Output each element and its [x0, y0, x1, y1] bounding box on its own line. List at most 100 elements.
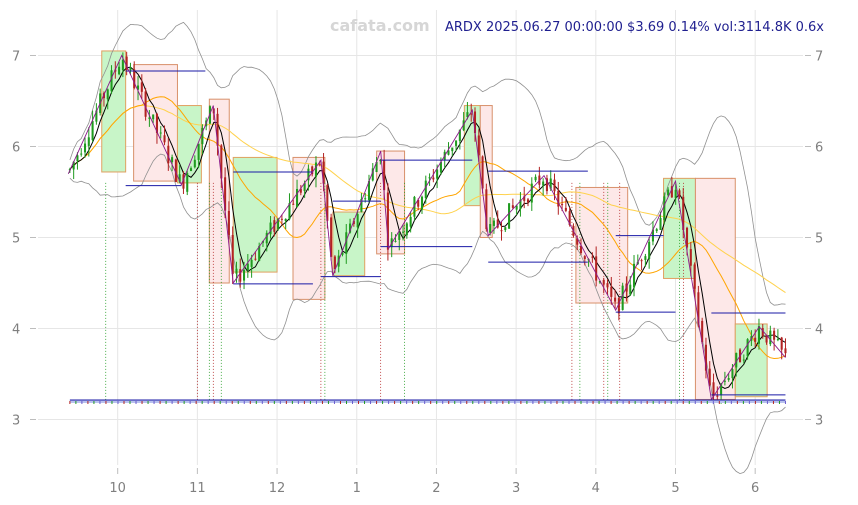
candle-down [239, 269, 242, 282]
candle-down [689, 249, 692, 266]
candle-down [432, 177, 435, 180]
candle-down [322, 161, 325, 184]
candle-up [269, 222, 272, 235]
y-tick-label-left: 5 [12, 232, 20, 247]
x-tick-label: 4 [592, 481, 600, 496]
candle-down [280, 218, 283, 220]
y-tick-label-left: 3 [12, 414, 20, 429]
moving-average-short [69, 66, 786, 390]
candle-down [220, 145, 223, 179]
swing-box-down [694, 177, 736, 400]
candle-down [576, 238, 579, 245]
candle-up [458, 129, 461, 141]
candle-up [674, 189, 677, 198]
candle-up [121, 59, 124, 71]
candle-down [583, 256, 586, 259]
candle-down [485, 189, 488, 230]
x-tick-label: 2 [432, 481, 440, 496]
candle-up [519, 199, 522, 210]
candle-up [243, 270, 246, 281]
candle-up [235, 268, 238, 274]
y-axis-left: 3 4 5 6 7 [12, 50, 36, 429]
candle-down [773, 330, 776, 340]
candle-up [136, 85, 140, 90]
candle-up [447, 150, 450, 155]
candle-up [360, 198, 363, 212]
candle-up [451, 147, 454, 152]
x-tick-label: 6 [751, 481, 759, 496]
y-tick-label-right: 7 [815, 50, 823, 65]
candle-up [542, 181, 545, 186]
candle-down [386, 192, 389, 250]
candle-down [318, 164, 321, 166]
candle-down [383, 160, 386, 191]
candle-up [742, 359, 745, 361]
candle-down [704, 344, 707, 371]
candle-down [617, 298, 620, 314]
candle-down [155, 113, 158, 133]
candle-down [333, 256, 336, 269]
candle-up [746, 339, 749, 357]
candle-up [201, 127, 204, 145]
candle-up [405, 223, 408, 236]
candle-down [614, 297, 617, 302]
candle-up [515, 205, 518, 210]
candle-up [178, 174, 181, 182]
candle-up [91, 121, 94, 141]
candle-down [140, 82, 143, 92]
candle-down [670, 186, 673, 198]
watermark: cafata.com [330, 16, 430, 35]
moving-average-mid [69, 96, 786, 360]
candle-down [780, 337, 783, 350]
candle-down [610, 286, 613, 297]
candle-down [417, 199, 420, 207]
candle-up [644, 256, 647, 260]
candle-up [632, 263, 636, 288]
candle-down [685, 227, 689, 248]
candle-down [545, 178, 548, 192]
candle-down [553, 179, 556, 192]
candle-up [439, 162, 442, 173]
candle-down [224, 177, 227, 211]
candle-up [314, 162, 318, 177]
candle-up [152, 114, 155, 120]
candle-down [182, 174, 185, 189]
candle-up [492, 220, 495, 226]
chart-title: ARDX 2025.06.27 00:00:00 $3.69 0.14% vol… [445, 20, 824, 35]
candle-up [659, 218, 662, 230]
candle-up [489, 224, 492, 233]
support-resistance-levels [125, 70, 786, 396]
candle-up [371, 168, 374, 181]
candle-up [76, 155, 79, 162]
candle-down [701, 320, 704, 343]
candle-up [720, 383, 723, 396]
candle-up [341, 252, 344, 255]
candle-up [436, 169, 439, 179]
candle-up [288, 203, 291, 220]
y-tick-label-left: 6 [12, 141, 20, 156]
bollinger-bands [69, 21, 786, 475]
candle-down [765, 335, 768, 343]
candle-up [197, 143, 200, 160]
candle-up [193, 159, 196, 168]
x-tick-label: 5 [671, 481, 679, 496]
y-axis-right: 3 4 5 6 7 [805, 50, 823, 429]
trend-zigzag [67, 54, 786, 401]
candle-up [258, 246, 261, 262]
candle-up [776, 339, 779, 341]
candle-down [595, 256, 598, 281]
candle-up [110, 70, 113, 92]
candle-down [602, 279, 605, 285]
candle-up [534, 176, 537, 181]
candle-down [708, 368, 711, 385]
candle-up [349, 223, 352, 233]
candle-up [398, 233, 401, 240]
candle-down [473, 111, 477, 134]
candle-down [227, 210, 230, 236]
candle-down [133, 69, 136, 88]
candle-down [144, 91, 147, 117]
candle-up [277, 218, 280, 229]
candle-up [296, 188, 299, 208]
candle-up [549, 178, 552, 189]
y-tick-label-right: 5 [815, 232, 823, 247]
